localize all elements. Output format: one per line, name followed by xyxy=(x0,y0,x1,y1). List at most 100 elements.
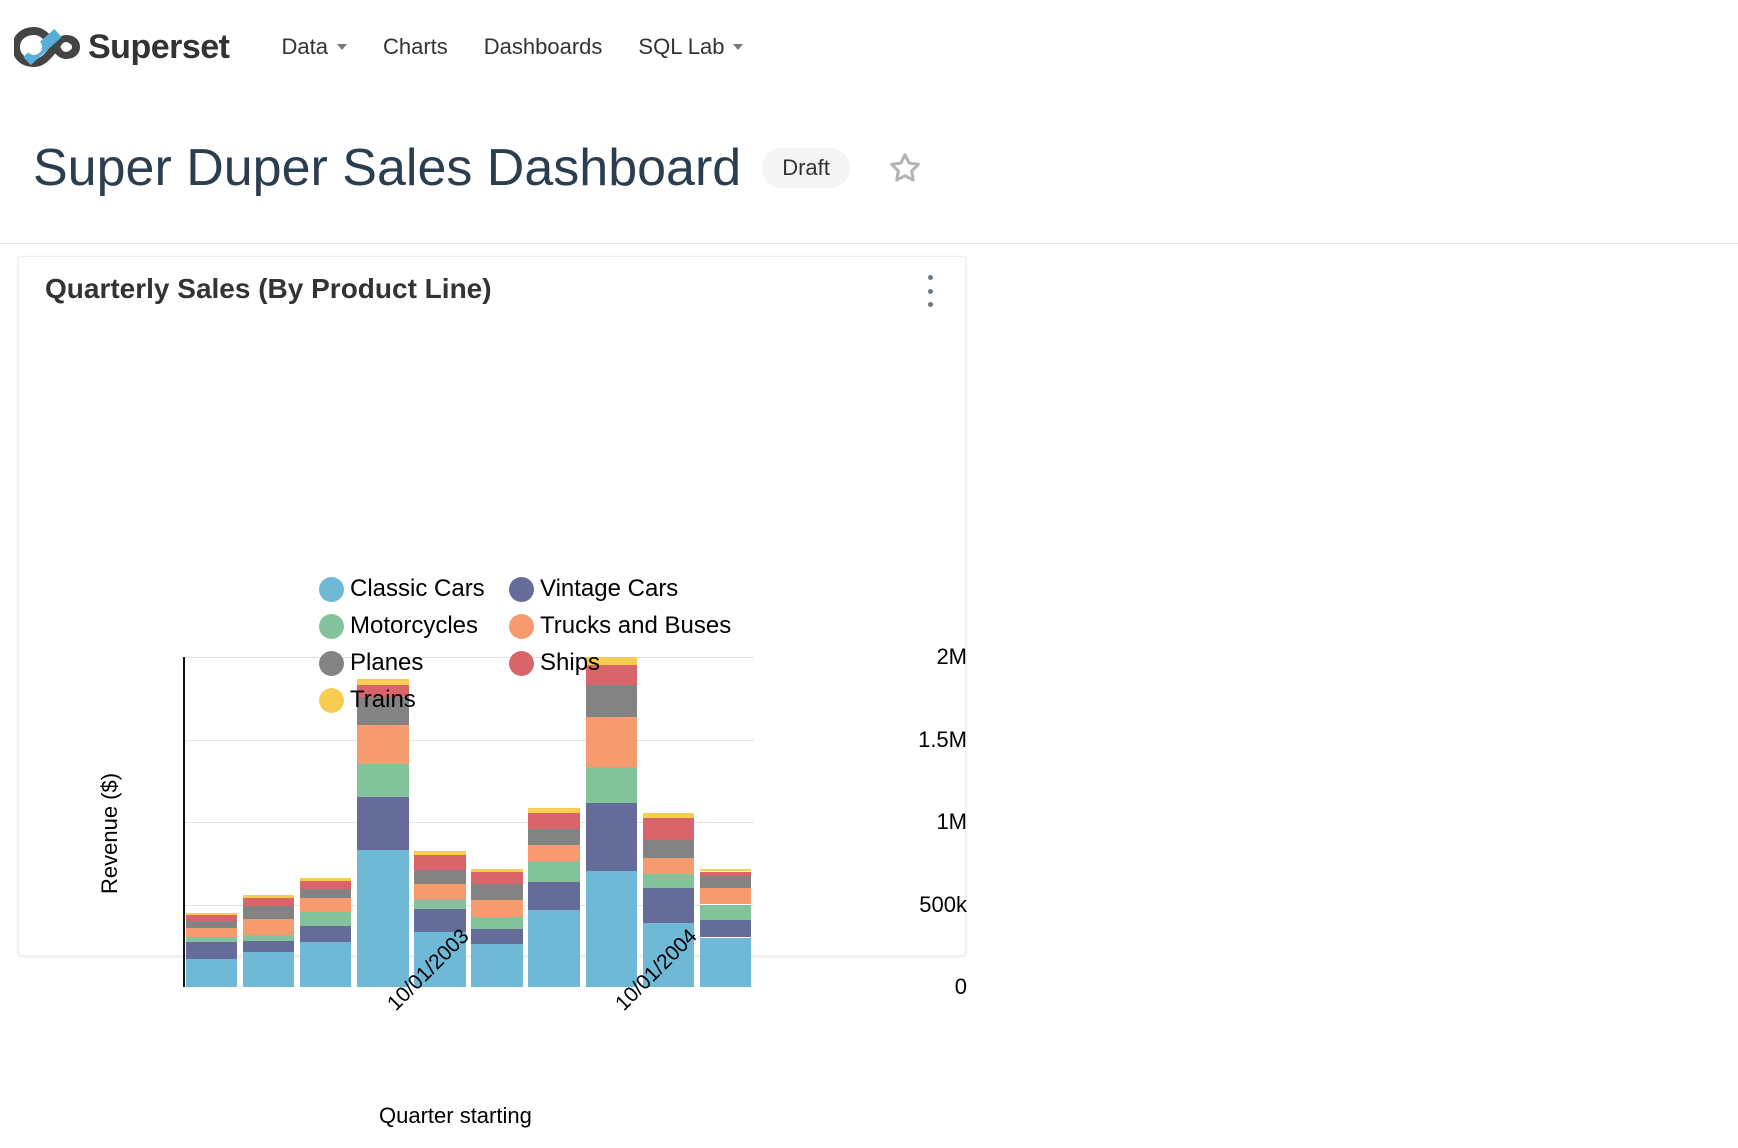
bar-segment[interactable] xyxy=(185,915,238,921)
bar-segment[interactable] xyxy=(699,904,752,920)
bar-segment[interactable] xyxy=(242,941,295,952)
chart-title: Quarterly Sales (By Product Line) xyxy=(45,273,492,304)
bar-segment[interactable] xyxy=(414,869,466,884)
bar-segment[interactable] xyxy=(414,898,466,909)
chevron-down-icon xyxy=(733,43,744,50)
bar-segment[interactable] xyxy=(642,813,695,819)
bar-segment[interactable] xyxy=(357,764,409,798)
legend-item[interactable]: Classic Cars xyxy=(319,575,509,603)
bar-segment[interactable] xyxy=(585,766,637,803)
nav-item-charts[interactable]: Charts xyxy=(365,27,466,67)
bar-segment[interactable] xyxy=(642,874,695,889)
bar-segment[interactable] xyxy=(585,664,637,685)
bar-segment[interactable] xyxy=(699,919,752,938)
bar-segment[interactable] xyxy=(471,899,523,917)
bar-segment[interactable] xyxy=(242,906,295,920)
bar-segment[interactable] xyxy=(642,858,695,875)
bar-segment[interactable] xyxy=(471,916,523,930)
gridline xyxy=(183,657,754,658)
legend-label: Ships xyxy=(540,649,601,676)
chart-legend: Classic Cars Vintage Cars Motorcycles Truck… xyxy=(319,575,739,714)
bar-segment[interactable] xyxy=(357,697,409,726)
bar-segment[interactable] xyxy=(528,882,580,911)
bar-segment[interactable] xyxy=(471,929,523,945)
bar-segment[interactable] xyxy=(414,908,466,932)
bar-segment[interactable] xyxy=(185,936,238,943)
bar-segment[interactable] xyxy=(414,883,466,899)
bar-segment[interactable] xyxy=(699,888,752,905)
bar-segment[interactable] xyxy=(528,910,580,987)
bar-segment[interactable] xyxy=(585,802,637,871)
bar-segment[interactable] xyxy=(357,797,409,851)
bar-segment[interactable] xyxy=(642,888,695,923)
bar-segment[interactable] xyxy=(414,855,466,870)
bar-segment[interactable] xyxy=(300,925,352,943)
nav-item-dashboards[interactable]: Dashboards xyxy=(466,27,621,67)
bar-segment[interactable] xyxy=(300,881,352,890)
gridline xyxy=(183,739,754,741)
bar-segment[interactable] xyxy=(300,889,352,898)
bar-segment[interactable] xyxy=(585,870,637,987)
legend-swatch-icon xyxy=(319,687,344,713)
stacked-bar-chart[interactable]: 0 500k 1M 1.5M 2M Revenue ($) 10/01/2003 10/01/… xyxy=(19,313,967,1128)
bar-segment[interactable] xyxy=(414,850,466,856)
bar-segment[interactable] xyxy=(185,959,238,987)
legend-item[interactable]: Vintage Cars xyxy=(509,575,739,603)
bar-segment[interactable] xyxy=(471,883,523,900)
legend-item[interactable]: Planes xyxy=(319,649,509,677)
bar-segment[interactable] xyxy=(357,679,409,686)
bar-segment[interactable] xyxy=(300,942,352,987)
bar-segment[interactable] xyxy=(185,927,238,937)
bar-segment[interactable] xyxy=(642,840,695,859)
bar-segment[interactable] xyxy=(585,657,637,665)
bar-segment[interactable] xyxy=(471,944,523,987)
bar-segment[interactable] xyxy=(528,807,580,813)
bar-segment[interactable] xyxy=(357,685,409,698)
bar-segment[interactable] xyxy=(414,931,466,987)
bar-segment[interactable] xyxy=(357,725,409,765)
bar-segment[interactable] xyxy=(300,911,352,926)
bar-segment[interactable] xyxy=(242,952,295,987)
superset-brand-logo[interactable]: Superset xyxy=(14,17,230,77)
legend-swatch-icon xyxy=(509,650,534,676)
y-axis-line xyxy=(183,657,185,987)
nav-item-sql-lab[interactable]: SQL Lab xyxy=(620,27,761,67)
status-badge[interactable]: Draft xyxy=(762,148,850,188)
legend-item[interactable]: Trains xyxy=(319,686,509,714)
bar-segment[interactable] xyxy=(528,812,580,829)
bar-segment[interactable] xyxy=(300,897,352,912)
bar-segment[interactable] xyxy=(242,894,295,898)
y-axis-title: Revenue ($) xyxy=(97,772,122,894)
bar-segment[interactable] xyxy=(585,684,637,717)
bar-segment[interactable] xyxy=(242,919,295,935)
bar-segment[interactable] xyxy=(300,878,352,882)
bar-segment[interactable] xyxy=(699,876,752,889)
star-icon[interactable] xyxy=(888,151,922,185)
bar-segment[interactable] xyxy=(642,922,695,987)
nav-item-data[interactable]: Data xyxy=(264,27,365,67)
bar-segment[interactable] xyxy=(528,860,580,883)
bar-segment[interactable] xyxy=(185,913,238,916)
bar-segment[interactable] xyxy=(699,937,752,987)
nav-item-dashboards-label: Dashboards xyxy=(483,33,603,59)
bar-segment[interactable] xyxy=(699,871,752,877)
bar-segment[interactable] xyxy=(528,844,580,861)
bar-segment[interactable] xyxy=(471,868,523,872)
legend-item[interactable]: Ships xyxy=(509,649,739,677)
legend-item[interactable]: Trucks and Buses xyxy=(509,612,739,640)
bar-segment[interactable] xyxy=(357,850,409,987)
bar-segment[interactable] xyxy=(185,942,238,960)
bar-segment[interactable] xyxy=(642,818,695,841)
bar-segment[interactable] xyxy=(699,868,752,872)
superset-infinity-logo-icon xyxy=(14,26,80,67)
legend-item[interactable]: Motorcycles xyxy=(319,612,509,640)
vertical-ellipsis-icon[interactable] xyxy=(919,275,941,307)
bar-segment[interactable] xyxy=(585,716,637,767)
y-axis-tick-label: 2M xyxy=(936,644,967,669)
bar-segment[interactable] xyxy=(185,920,238,928)
bar-segment[interactable] xyxy=(242,897,295,907)
nav-item-sql-lab-label: SQL Lab xyxy=(638,33,725,59)
bar-segment[interactable] xyxy=(471,871,523,884)
bar-segment[interactable] xyxy=(528,828,580,845)
bar-segment[interactable] xyxy=(242,934,295,942)
